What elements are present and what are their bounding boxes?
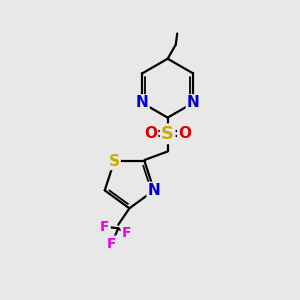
Text: F: F [122, 226, 131, 240]
Text: S: S [161, 125, 174, 143]
Text: O: O [178, 126, 191, 141]
Text: N: N [136, 95, 148, 110]
Text: N: N [148, 183, 160, 198]
Text: S: S [109, 154, 120, 169]
Text: O: O [144, 126, 157, 141]
Text: F: F [107, 237, 116, 250]
Text: F: F [100, 220, 110, 234]
Text: N: N [187, 95, 200, 110]
